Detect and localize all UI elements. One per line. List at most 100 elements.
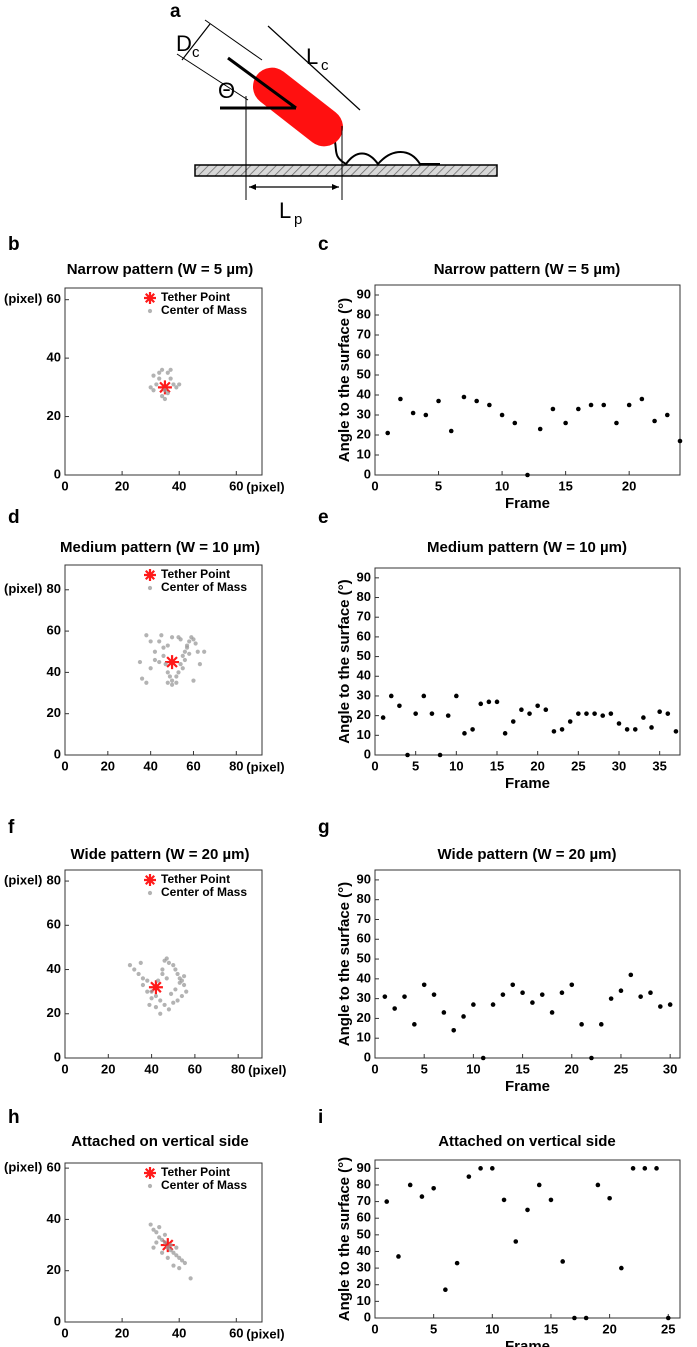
data-point bbox=[642, 1166, 648, 1171]
y-axis-label: Angle to the surface (°) bbox=[336, 579, 353, 743]
data-point bbox=[461, 394, 467, 400]
center-of-mass bbox=[149, 996, 154, 1001]
center-of-mass bbox=[165, 1255, 170, 1260]
data-point bbox=[494, 699, 500, 705]
diagram: a D c L c Θ L p bbox=[170, 1, 498, 228]
center-of-mass bbox=[191, 678, 196, 683]
legend-marker bbox=[147, 890, 153, 896]
data-point bbox=[624, 727, 630, 732]
y-tick-label: 70 bbox=[357, 911, 371, 926]
center-of-mass bbox=[157, 370, 162, 375]
panel-letter: e bbox=[318, 507, 329, 528]
y-tick-label: 10 bbox=[357, 1293, 371, 1308]
legend-label: Center of Mass bbox=[161, 885, 247, 899]
y-tick-label: 30 bbox=[357, 990, 371, 1005]
data-point bbox=[548, 1197, 554, 1203]
y-tick-label: 0 bbox=[54, 466, 61, 481]
data-point bbox=[448, 428, 454, 434]
y-tick-label: 40 bbox=[47, 961, 61, 976]
data-point bbox=[431, 992, 437, 997]
data-point bbox=[478, 1166, 483, 1171]
data-point bbox=[638, 994, 643, 999]
center-of-mass bbox=[160, 967, 165, 972]
center-of-mass bbox=[153, 1005, 159, 1010]
legend-marker bbox=[147, 1183, 153, 1189]
data-point bbox=[607, 1195, 612, 1201]
x-axis-label: (pixel) bbox=[246, 759, 284, 774]
center-of-mass bbox=[144, 680, 149, 685]
data-point bbox=[567, 719, 573, 724]
center-of-mass bbox=[177, 1266, 182, 1271]
center-of-mass bbox=[155, 978, 161, 983]
y-tick-label: 0 bbox=[54, 1313, 61, 1328]
y-tick-label: 40 bbox=[47, 350, 61, 365]
center-of-mass bbox=[151, 1227, 156, 1232]
center-of-mass bbox=[184, 645, 190, 650]
data-point bbox=[584, 711, 589, 716]
y-tick-label: 10 bbox=[357, 446, 371, 461]
data-point bbox=[480, 1055, 486, 1061]
center-of-mass bbox=[127, 963, 133, 968]
center-of-mass bbox=[177, 980, 182, 985]
center-of-mass bbox=[154, 1240, 159, 1245]
legend-label: Tether Point bbox=[161, 567, 230, 581]
chart-title: Attached on vertical side bbox=[71, 1133, 249, 1150]
center-of-mass bbox=[202, 649, 207, 654]
y-tick-label: 80 bbox=[47, 872, 61, 887]
center-of-mass bbox=[169, 635, 175, 640]
data-point bbox=[410, 410, 416, 416]
center-of-mass bbox=[148, 1222, 153, 1227]
center-of-mass bbox=[149, 989, 154, 994]
center-of-mass bbox=[168, 367, 173, 372]
diagram-label: L bbox=[306, 44, 318, 69]
data-point bbox=[537, 426, 543, 432]
data-point bbox=[501, 1197, 507, 1203]
x-tick-label: 30 bbox=[663, 1061, 677, 1076]
axis-line bbox=[227, 56, 297, 110]
data-point bbox=[595, 1182, 601, 1188]
data-point bbox=[569, 982, 575, 988]
y-axis-label: (pixel) bbox=[4, 291, 42, 306]
x-tick-label: 15 bbox=[544, 1321, 558, 1336]
center-of-mass bbox=[165, 1245, 170, 1250]
center-of-mass bbox=[157, 1235, 162, 1240]
data-point bbox=[397, 703, 402, 709]
data-point bbox=[487, 402, 492, 408]
center-of-mass bbox=[188, 1276, 193, 1281]
data-point bbox=[443, 1287, 448, 1293]
data-point bbox=[665, 711, 671, 716]
y-tick-label: 0 bbox=[364, 466, 371, 481]
y-tick-label: 0 bbox=[54, 746, 61, 761]
y-tick-label: 20 bbox=[47, 705, 61, 720]
center-of-mass bbox=[159, 394, 165, 399]
center-of-mass bbox=[148, 385, 153, 390]
center-of-mass bbox=[158, 1011, 163, 1016]
data-point bbox=[445, 713, 451, 718]
center-of-mass bbox=[195, 649, 200, 654]
data-point bbox=[616, 721, 622, 726]
center-of-mass bbox=[181, 974, 187, 979]
center-of-mass bbox=[159, 633, 164, 638]
x-axis-label: Frame bbox=[505, 1338, 550, 1347]
data-point bbox=[500, 992, 506, 997]
center-of-mass bbox=[165, 670, 170, 675]
data-point bbox=[398, 396, 403, 402]
center-of-mass bbox=[159, 1250, 165, 1255]
x-axis-label: Frame bbox=[505, 495, 550, 512]
center-of-mass bbox=[193, 641, 198, 646]
data-point bbox=[502, 731, 508, 736]
x-tick-label: 20 bbox=[115, 1325, 129, 1340]
center-of-mass bbox=[162, 1002, 167, 1008]
center-of-mass bbox=[168, 991, 174, 996]
panel-letter: d bbox=[8, 507, 20, 528]
center-of-mass bbox=[159, 367, 165, 372]
center-of-mass bbox=[166, 960, 172, 965]
surface bbox=[194, 164, 498, 177]
y-axis-label: Angle to the surface (°) bbox=[336, 298, 353, 462]
center-of-mass bbox=[197, 662, 203, 667]
data-point bbox=[630, 1166, 636, 1171]
diagram-label: Θ bbox=[218, 78, 235, 103]
data-point bbox=[429, 711, 435, 716]
data-point bbox=[392, 1006, 397, 1011]
diagram-label-sub: c bbox=[192, 44, 200, 61]
